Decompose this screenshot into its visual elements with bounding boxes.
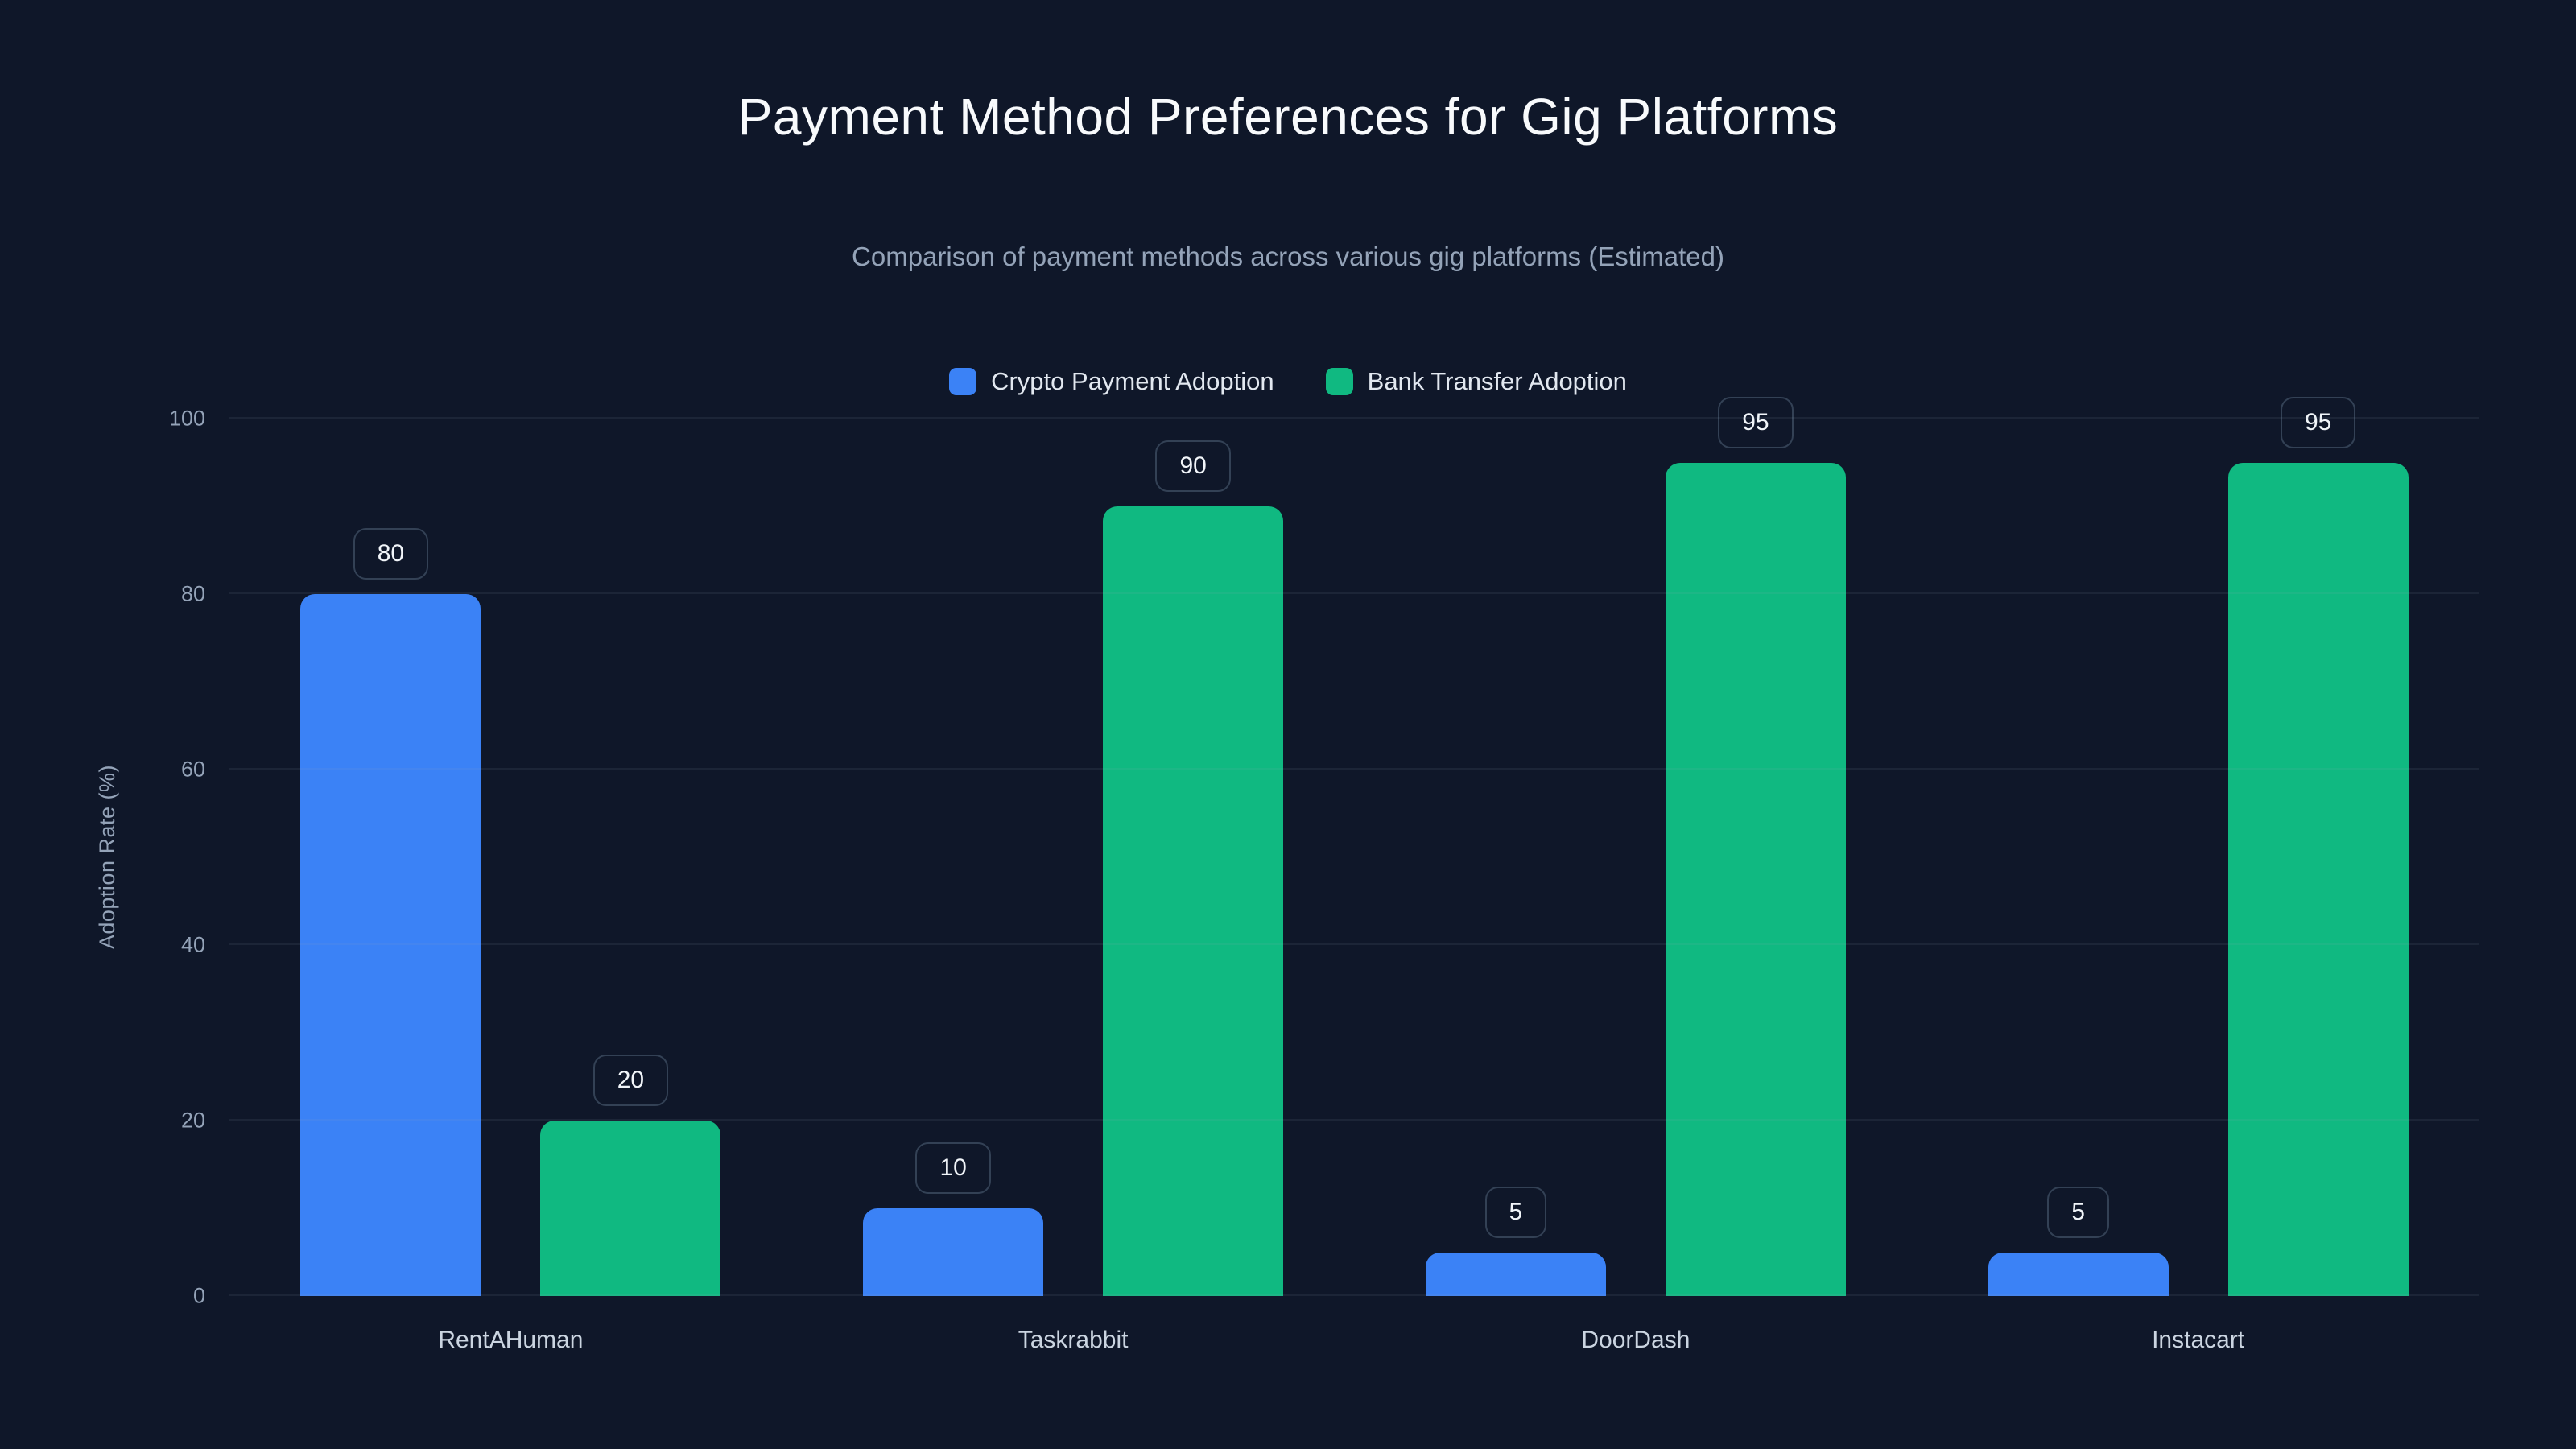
y-tick-label: 80 — [180, 581, 205, 606]
bar-group: 5 95 — [1917, 396, 2479, 1296]
x-axis-category-label: Taskrabbit — [1018, 1327, 1129, 1353]
bar-slot: 20 — [540, 419, 721, 1296]
value-label: 10 — [915, 1142, 991, 1194]
bar-slot: 5 — [1425, 419, 1606, 1296]
value-label: 90 — [1155, 440, 1231, 492]
bar[interactable] — [2227, 462, 2409, 1296]
bar[interactable] — [863, 1208, 1044, 1296]
bar-slot: 80 — [300, 419, 481, 1296]
chart-subtitle: Comparison of payment methods across var… — [852, 242, 1724, 271]
bar-slot: 95 — [1665, 396, 1846, 1296]
x-axis-category-label: Instacart — [2152, 1327, 2245, 1353]
legend-item-label: Bank Transfer Adoption — [1367, 367, 1627, 395]
bar-slot: 10 — [863, 419, 1044, 1296]
x-axis-category-label: RentAHuman — [438, 1327, 584, 1353]
bar[interactable] — [540, 1121, 721, 1296]
x-axis-category-label: DoorDash — [1581, 1327, 1690, 1353]
legend-item-label: Crypto Payment Adoption — [991, 367, 1274, 395]
legend-item-1[interactable]: Crypto Payment Adoption — [949, 367, 1274, 396]
value-label: 5 — [1484, 1186, 1547, 1238]
bar-slot: 90 — [1103, 419, 1284, 1296]
plot-area: 80 20 10 90 5 95 5 95 0 20 40 60 80 100 — [169, 396, 2479, 1308]
y-tick-label: 40 — [180, 932, 205, 957]
x-axis-labels: RentAHuman Taskrabbit DoorDash Instacart — [229, 1327, 2479, 1354]
gridline — [229, 943, 2479, 945]
value-label: 80 — [353, 528, 429, 580]
bar[interactable] — [1665, 462, 1846, 1296]
value-label: 95 — [1718, 396, 1794, 448]
bar[interactable] — [1103, 506, 1284, 1296]
chart-title: Payment Method Preferences for Gig Platf… — [737, 88, 1839, 146]
value-label: 95 — [2280, 396, 2356, 448]
bar-slot: 95 — [2227, 396, 2409, 1296]
value-label: 5 — [2047, 1186, 2109, 1238]
y-tick-label: 20 — [180, 1108, 205, 1133]
legend: Crypto Payment Adoption Bank Transfer Ado… — [0, 367, 2576, 396]
bar[interactable] — [1988, 1252, 2169, 1296]
bar-slot: 5 — [1988, 419, 2169, 1296]
legend-swatch-icon — [949, 368, 977, 395]
gridline — [229, 592, 2479, 594]
chart-area: 80 20 10 90 5 95 5 95 0 20 40 60 80 100 — [169, 396, 2479, 1308]
bar-group: 80 20 — [229, 419, 792, 1296]
value-label: 20 — [592, 1055, 669, 1106]
bar-group: 5 95 — [1355, 396, 1918, 1296]
bar[interactable] — [300, 594, 481, 1296]
y-tick-label: 60 — [180, 757, 205, 782]
bar-groups: 80 20 10 90 5 95 5 95 — [229, 396, 2479, 1296]
y-tick-label: 100 — [168, 406, 205, 431]
y-tick-label: 0 — [192, 1283, 205, 1308]
bar[interactable] — [1425, 1252, 1606, 1296]
legend-swatch-icon — [1325, 368, 1353, 395]
gridline — [229, 1119, 2479, 1121]
legend-item-2[interactable]: Bank Transfer Adoption — [1325, 367, 1627, 396]
gridline — [229, 1294, 2479, 1296]
y-axis-title-text: Adoption Rate (%) — [95, 765, 119, 950]
gridline — [229, 768, 2479, 770]
gridline — [229, 417, 2479, 419]
bar-group: 10 90 — [792, 419, 1355, 1296]
y-axis-title: Adoption Rate (%) — [95, 419, 120, 1296]
